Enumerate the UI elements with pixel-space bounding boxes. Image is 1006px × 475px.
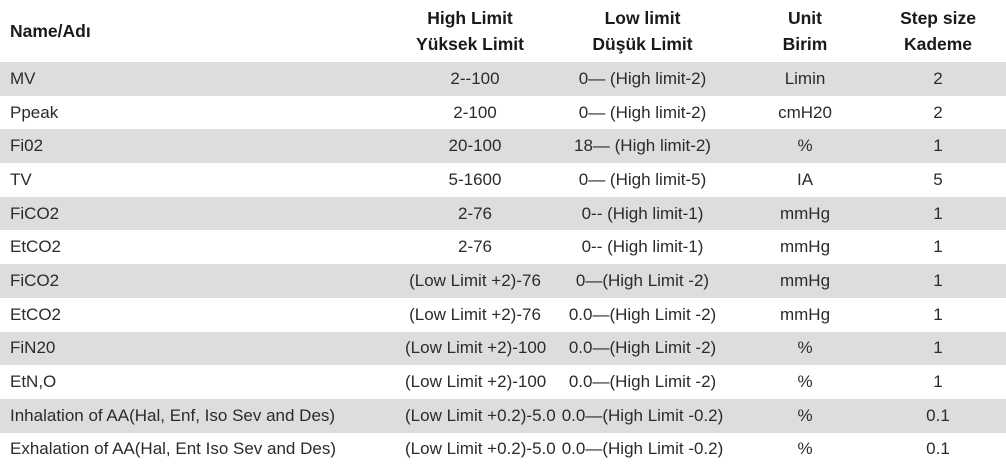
cell-high-limit: 2-100 [365,95,545,130]
header-name: Name/Adı [10,21,91,41]
cell-unit: mmHg [740,297,870,332]
cell-low-limit: 0— (High limit-2) [545,95,740,130]
cell-name: FiCO2 [0,264,365,298]
cell-low-limit: 0-- (High limit-1) [545,230,740,265]
cell-high-limit: (Low Limit +0.2)-5.0 [365,398,556,433]
table-row: TV 5-1600 0— (High limit-5) IA 5 [0,163,1006,197]
table-row: Fi02 20-100 18— (High limit-2)% 1 [0,129,1006,164]
cell-low-limit: 0— (High limit-2) [545,62,740,96]
cell-step-size: 2 [870,62,1006,96]
table-row: EtCO2 2-76 0-- (High limit-1) mmHg 1 [0,230,1006,265]
cell-step-size: 1 [870,365,1006,399]
cell-high-limit: (Low Limit +0.2)-5.0 [365,432,556,467]
cell-unit: IA [740,163,870,197]
header-high-limit: High Limit Yüksek Limit [416,8,524,54]
table-row: EtCO2 (Low Limit +2)-76 0.0—(High Limit -2… [0,297,1006,332]
table-row: MV 2--100 0— (High limit-2) Limin 2 [0,62,1006,96]
header-low-limit: Low limit Düşük Limit [592,8,693,54]
cell-step-size: 0.1 [870,398,1006,433]
cell-low-limit: 0.0—(High Limit -0.2) [545,432,740,467]
cell-step-size: 1 [870,230,1006,265]
cell-unit: % [740,365,870,399]
cell-name: EtCO2 [0,297,365,332]
cell-high-limit: (Low Limit +2)-76 [365,264,545,298]
cell-high-limit: 20-100 [365,129,545,164]
cell-step-size: 1 [870,331,1006,366]
cell-step-size: 1 [870,129,1006,164]
cell-name: Fi02 [0,129,365,164]
header-step-size: Step size Kademe [900,8,976,54]
cell-high-limit: 5-1600 [365,163,545,197]
cell-name: Exhalation of AA(Hal, Ent Iso Sev and De… [0,432,365,467]
cell-step-size: 2 [870,95,1006,130]
table-body: MV 2--100 0— (High limit-2) Limin 2 Ppeak 2-10… [0,62,1006,467]
table-row: FiCO2 2-76 0-- (High limit-1) mmHg 1 [0,196,1006,231]
cell-low-limit: 0.0—(High Limit -0.2) [545,398,740,433]
cell-high-limit: 2-76 [365,230,545,265]
cell-name: Ppeak [0,95,365,130]
cell-unit: % [740,331,870,366]
cell-low-limit: 0.0—(High Limit -2) [545,331,740,366]
cell-low-limit: 0.0—(High Limit -2) [545,365,740,399]
cell-name: Inhalation of AA(Hal, Enf, Iso Sev and D… [0,398,365,433]
cell-low-limit: 0— (High limit-5) [545,163,740,197]
table-row: Inhalation of AA(Hal, Enf, Iso Sev and D… [0,398,1006,433]
cell-high-limit: 2-76 [365,196,545,231]
cell-high-limit: (Low Limit +2)-76 [365,297,545,332]
table-row: Exhalation of AA(Hal, Ent Iso Sev and De… [0,432,1006,467]
cell-unit: % [740,432,870,467]
table-row: FiN20 (Low Limit +2)-100 0.0—(High Limit -… [0,331,1006,366]
cell-name: FiCO2 [0,196,365,231]
cell-name: EtN,O [0,365,365,399]
cell-step-size: 5 [870,163,1006,197]
cell-high-limit: (Low Limit +2)-100 [365,365,546,399]
cell-name: TV [0,163,365,197]
cell-unit: mmHg [740,196,870,231]
cell-high-limit: 2--100 [365,62,545,96]
header-row: Name/Adı High Limit Yüksek Limit Low lim… [0,0,1006,62]
cell-name: MV [0,62,365,96]
cell-unit: Limin [740,62,870,96]
cell-step-size: 1 [870,196,1006,231]
cell-unit: mmHg [740,230,870,265]
table-row: Ppeak 2-100 0— (High limit-2) cmH20 2 [0,95,1006,130]
cell-step-size: 1 [870,297,1006,332]
header-unit: Unit Birim [782,8,828,54]
cell-low-limit: 18— (High limit-2) [545,129,740,164]
cell-name: FiN20 [0,331,365,366]
cell-low-limit: 0.0—(High Limit -2) [545,297,740,332]
cell-low-limit: 0-- (High limit-1) [545,196,740,231]
cell-name: EtCO2 [0,230,365,265]
table-row: EtN,O (Low Limit +2)-100 0.0—(High Limit -… [0,365,1006,399]
cell-step-size: 0.1 [870,432,1006,467]
cell-high-limit: (Low Limit +2)-100 [365,331,546,366]
table-header: Name/Adı High Limit Yüksek Limit Low lim… [0,0,1006,62]
cell-unit: % [740,129,870,164]
cell-step-size: 1 [870,264,1006,298]
cell-low-limit: 0—(High Limit -2) [545,264,740,298]
table-row: FiCO2 (Low Limit +2)-76 0—(High Limit -2) m… [0,264,1006,298]
cell-unit: mmHg [740,264,870,298]
cell-unit: cmH20 [740,95,870,130]
cell-unit: % [740,398,870,433]
